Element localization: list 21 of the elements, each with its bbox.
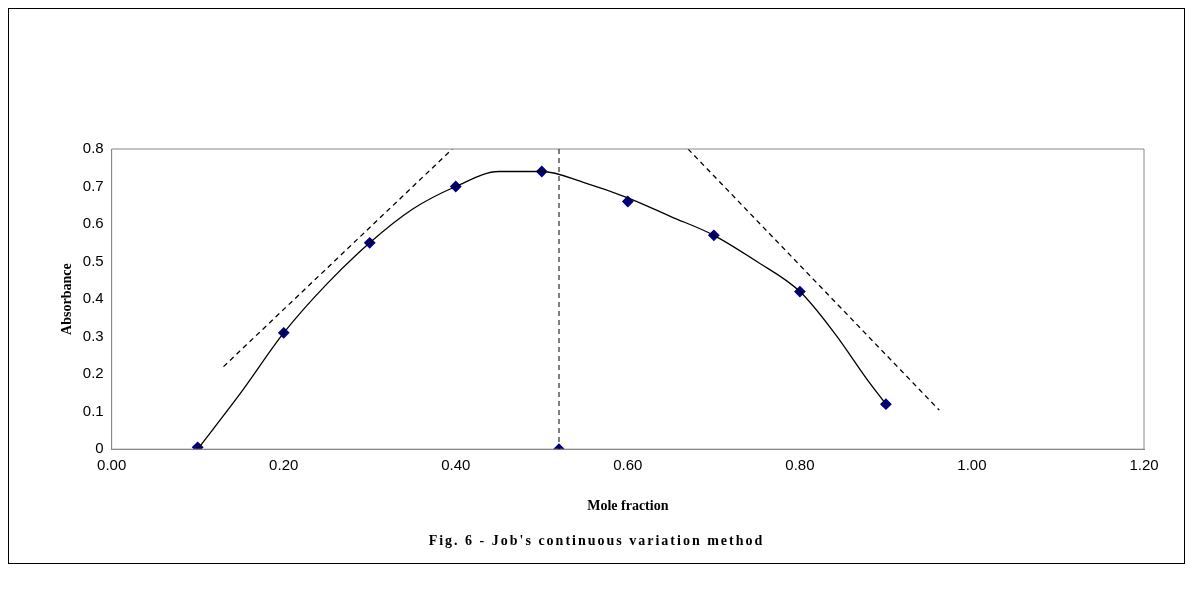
y-tick-label: 0.1 bbox=[82, 401, 104, 419]
x-tick-label: 0.60 bbox=[613, 456, 643, 474]
x-tick-label: 0.20 bbox=[269, 456, 299, 474]
x-tick-label: 0.40 bbox=[441, 456, 471, 474]
y-axis-title: Absorbance bbox=[59, 263, 75, 335]
y-tick-label: 0.8 bbox=[82, 139, 104, 157]
point bbox=[880, 398, 892, 410]
y-tick-label: 0.3 bbox=[82, 326, 104, 344]
y-tick-label: 0 bbox=[95, 439, 104, 457]
x-tick-label: 0.00 bbox=[97, 456, 127, 474]
y-tick-label: 0.5 bbox=[82, 251, 104, 269]
x-axis-title: Mole fraction bbox=[587, 498, 669, 514]
point bbox=[622, 195, 634, 208]
x-tick-label: 0.80 bbox=[785, 456, 815, 474]
caption: Fig. 6 - Job's continuous variation method bbox=[427, 532, 766, 550]
y-tick-label: 0.6 bbox=[82, 214, 104, 232]
x-tick-label: 1.00 bbox=[957, 456, 987, 474]
y-tick-label: 0.4 bbox=[82, 289, 104, 307]
x-tick-label: 1.20 bbox=[1129, 456, 1159, 474]
y-tick-label: 0.2 bbox=[82, 364, 104, 382]
y-tick-label: 0.7 bbox=[82, 176, 104, 194]
